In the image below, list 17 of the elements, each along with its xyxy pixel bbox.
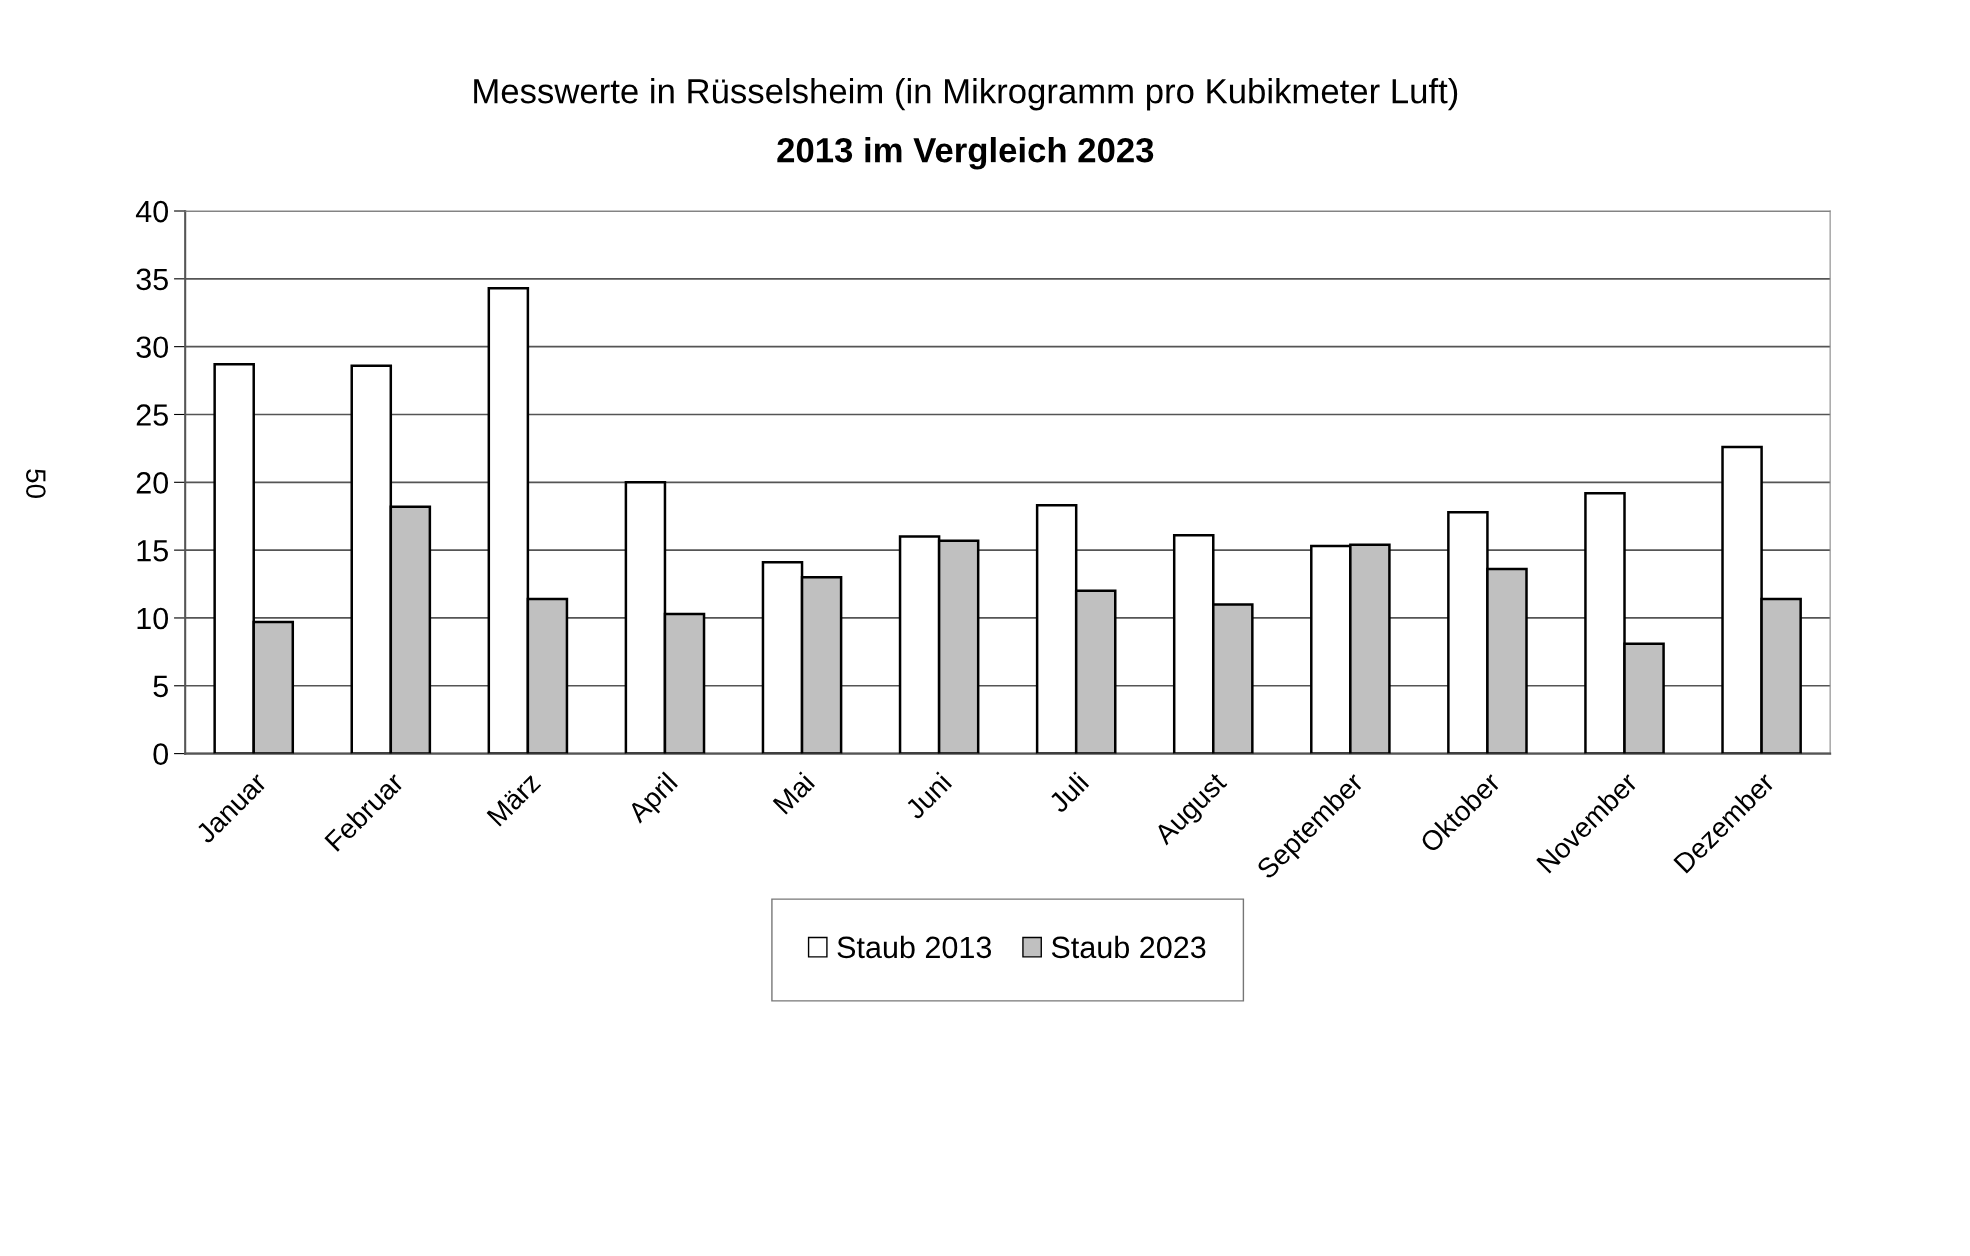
text: 50 [26,469,46,498]
x-tick-label: Juli [1047,771,1090,814]
x-tick-label: Juni [903,771,953,821]
y-tick-label: 25 [136,404,168,426]
y-tick-label: 0 [153,743,169,765]
legend-label: Staub 2023 [1051,935,1206,959]
y-tick-label: 10 [137,607,169,630]
x-tick-label: Mai [772,771,816,815]
y-tick-label: 30 [136,336,169,359]
y-tick-label: 40 [135,200,169,223]
legend-label: Staub 2013 [837,935,992,959]
chart-subtitle: 2013 im Vergleich 2023 [777,136,1154,170]
chart-title: Messwerte in Rüsselsheim (in Mikrogramm pro Kubikmeter Luft) [474,78,1458,111]
y-tick-label: 20 [136,472,169,494]
y-tick-label: 35 [136,268,168,291]
y-tick-label: 5 [153,675,168,698]
y-tick-label: 15 [137,540,168,562]
